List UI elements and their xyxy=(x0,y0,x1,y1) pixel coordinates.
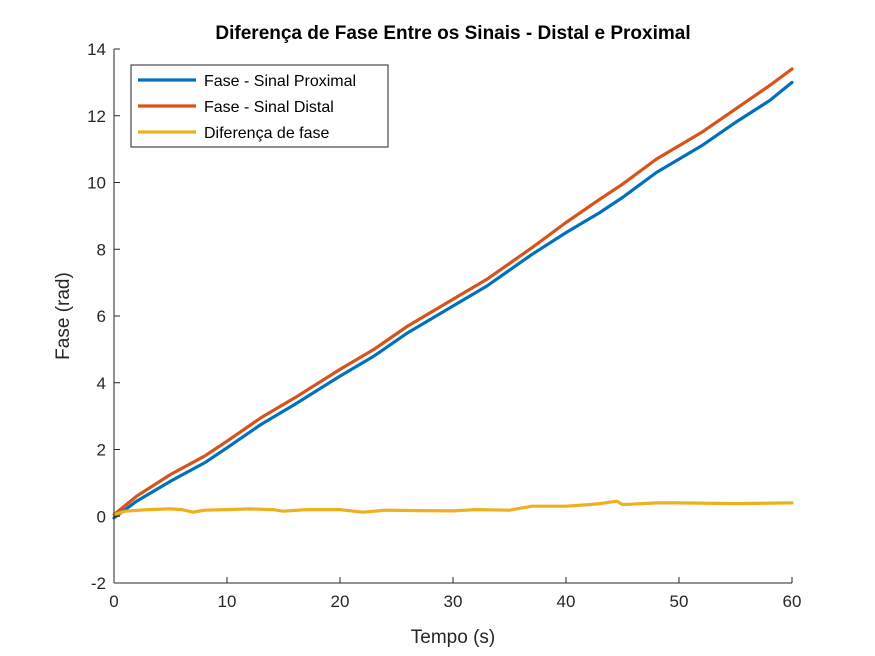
legend-label-2: Fase - Sinal Distal xyxy=(204,99,334,116)
y-tick-label: 10 xyxy=(87,174,106,193)
x-tick-label: 40 xyxy=(557,592,576,611)
y-tick-label: 0 xyxy=(97,507,106,526)
y-tick-label: 12 xyxy=(87,107,106,126)
x-axis-label: Tempo (s) xyxy=(411,627,495,648)
legend-label-3: Diferença de fase xyxy=(204,125,330,142)
x-tick-label: 10 xyxy=(218,592,237,611)
x-tick-label: 60 xyxy=(783,592,802,611)
series-line-3 xyxy=(112,499,794,517)
y-tick-label: 8 xyxy=(97,240,106,259)
series-line-2 xyxy=(112,67,794,517)
series-layer xyxy=(112,67,794,520)
y-tick-label: 4 xyxy=(97,374,106,393)
x-tick-label: 0 xyxy=(109,592,118,611)
y-tick-label: 6 xyxy=(97,307,106,326)
y-axis-label: Fase (rad) xyxy=(53,272,74,360)
y-tick-label: 2 xyxy=(97,441,106,460)
legend: Fase - Sinal Proximal Fase - Sinal Distal… xyxy=(130,64,389,148)
x-tick-label: 20 xyxy=(331,592,350,611)
y-tick-label: -2 xyxy=(91,574,106,593)
y-tick-label: 14 xyxy=(87,40,106,59)
x-tick-label: 50 xyxy=(670,592,689,611)
legend-label-1: Fase - Sinal Proximal xyxy=(204,73,356,90)
series-line-1 xyxy=(112,80,794,520)
chart-title: Diferença de Fase Entre os Sinais - Dist… xyxy=(215,23,690,44)
x-tick-label: 30 xyxy=(444,592,463,611)
